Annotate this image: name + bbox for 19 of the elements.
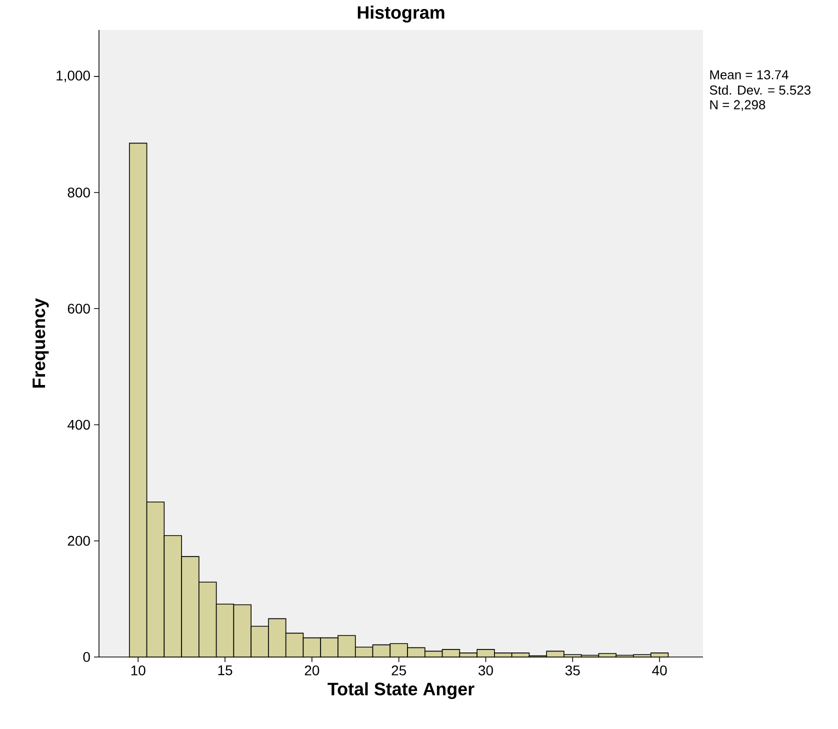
y-tick-label: 800 [68, 188, 90, 198]
y-axis-title: Frequency [32, 298, 49, 388]
chart-title: Histogram [358, 6, 444, 22]
y-tick-label: 1,000 [56, 70, 90, 82]
y-tick-label: 600 [68, 304, 90, 314]
y-tick-label: 0 [83, 652, 90, 662]
text: N = 2,298 [710, 100, 766, 111]
x-axis-title: Total State Anger [328, 682, 474, 700]
x-tick-label: 15 [218, 666, 232, 676]
x-tick-label: 30 [478, 665, 493, 676]
x-tick-label: 40 [652, 665, 667, 676]
y-tick-label: 200 [68, 536, 90, 546]
x-tick-label: 10 [131, 665, 146, 676]
x-tick-label: 25 [392, 665, 406, 676]
y-tick-label: 400 [68, 420, 90, 430]
x-tick-label: 35 [565, 665, 580, 676]
x-tick-label: 20 [304, 665, 320, 676]
text: Std. Dev. = 5.523 [710, 85, 811, 95]
text: Mean = 13.74 [710, 70, 788, 80]
